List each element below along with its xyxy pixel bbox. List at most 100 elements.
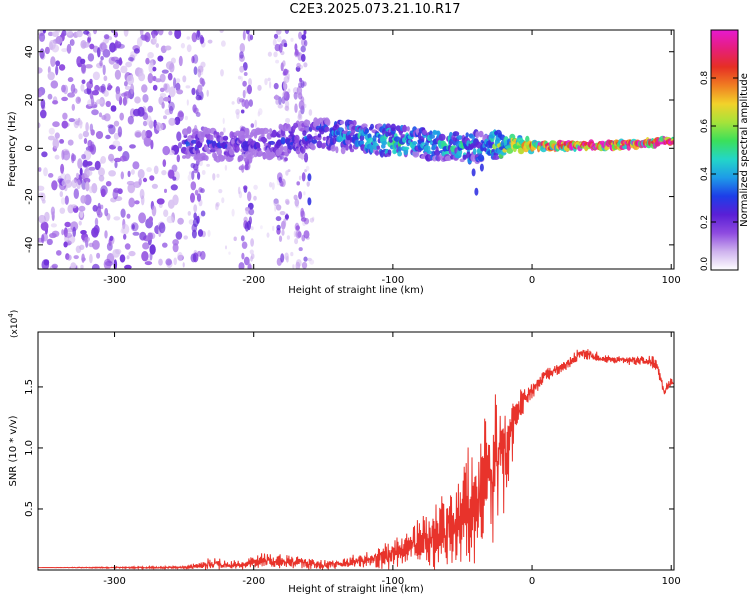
noise-blob: [177, 217, 184, 225]
noise-blob: [176, 154, 180, 163]
snr-x-ticks: -300 -200 -100 0 100: [103, 332, 681, 587]
noise-blob: [222, 117, 225, 124]
y-tick-label: 0.5: [24, 501, 35, 517]
noise-blob: [309, 217, 315, 223]
noise-blob: [138, 72, 146, 82]
noise-blob: [108, 153, 115, 162]
noise-blob: [52, 121, 60, 128]
colorbar-tick-label: 0.0: [700, 257, 710, 272]
noise-blob: [78, 220, 82, 226]
noise-blob: [114, 69, 121, 80]
noise-blob: [188, 219, 194, 225]
noise-blob: [153, 165, 159, 175]
noise-blob: [46, 238, 53, 246]
signal-blob: [462, 154, 467, 160]
noise-blob: [253, 195, 257, 201]
snr-background: [38, 332, 674, 570]
noise-blob: [77, 158, 83, 169]
noise-stripe-blob: [301, 172, 306, 182]
noise-blob: [63, 84, 68, 95]
noise-blob: [98, 175, 105, 182]
noise-blob: [50, 56, 56, 67]
noise-stripe-blob: [294, 49, 299, 56]
signal-blob: [209, 134, 214, 142]
noise-blob: [186, 36, 191, 40]
noise-blob: [113, 120, 120, 127]
noise-blob: [157, 55, 164, 62]
noise-blob: [163, 96, 171, 102]
noise-blob: [120, 171, 125, 180]
colorbar-tick-label: 0.8: [700, 71, 710, 86]
noise-blob: [82, 161, 90, 168]
noise-blob: [267, 51, 272, 57]
noise-blob: [290, 251, 294, 257]
noise-blob: [132, 231, 140, 236]
noise-blob: [38, 185, 45, 191]
noise-blob: [38, 122, 41, 129]
noise-blob: [78, 133, 83, 140]
noise-stripe-blob: [273, 199, 280, 207]
spectrogram-y-ticks: -40 -20 0 20 40: [24, 45, 674, 253]
noise-blob: [47, 135, 55, 141]
noise-blob: [103, 34, 110, 40]
signal-blob: [236, 146, 240, 152]
signal-blob: [402, 146, 410, 151]
noise-blob: [67, 139, 74, 146]
noise-blob: [55, 36, 63, 45]
noise-blob: [215, 202, 220, 207]
noise-blob: [148, 232, 153, 241]
noise-blob: [272, 38, 277, 47]
noise-blob: [51, 44, 60, 53]
x-tick-label: -200: [242, 275, 265, 286]
signal-blob: [401, 125, 408, 133]
noise-blob: [175, 82, 181, 92]
noise-blob: [93, 30, 97, 35]
noise-blob: [175, 78, 181, 83]
noise-blob: [176, 89, 184, 95]
signal-blob: [506, 147, 514, 154]
noise-stripe-blob: [298, 31, 303, 40]
signal-blob: [222, 135, 229, 141]
noise-stripe-blob: [303, 30, 307, 35]
noise-blob: [39, 48, 45, 59]
noise-stripe-blob: [293, 91, 298, 100]
signal-blob: [246, 128, 250, 136]
signal-blob: [261, 132, 265, 137]
signal-blob: [228, 148, 235, 156]
noise-blob: [240, 75, 243, 82]
noise-stripe-blob: [242, 30, 246, 41]
signal-blob: [303, 119, 311, 127]
signal-blob: [302, 130, 307, 137]
noise-blob: [257, 111, 261, 117]
noise-blob: [149, 175, 155, 181]
noise-blob: [144, 261, 153, 266]
noise-blob: [109, 235, 114, 241]
signal-blob: [479, 163, 484, 172]
noise-blob: [87, 37, 91, 44]
noise-stripe-blob: [201, 81, 206, 86]
signal-blob: [465, 132, 469, 138]
noise-blob: [118, 57, 123, 66]
noise-blob: [80, 83, 85, 92]
noise-stripe-blob: [195, 30, 201, 41]
noise-stripe-blob: [190, 192, 195, 203]
signal-blob: [280, 144, 284, 152]
noise-stripe-blob: [303, 230, 310, 239]
noise-stripe-blob: [298, 91, 302, 99]
signal-blob: [412, 149, 420, 158]
signal-blob: [326, 118, 331, 126]
noise-blob: [123, 30, 129, 37]
noise-blob: [94, 217, 99, 227]
noise-blob: [113, 216, 121, 221]
noise-blob: [166, 215, 174, 224]
noise-stripe-blob: [273, 33, 279, 39]
noise-blob: [161, 170, 167, 176]
noise-blob: [81, 62, 86, 74]
noise-stripe-blob: [200, 210, 206, 217]
noise-blob: [107, 83, 112, 91]
noise-blob: [75, 96, 81, 104]
noise-blob: [133, 48, 140, 54]
signal-blob: [387, 149, 392, 155]
noise-blob: [142, 94, 149, 103]
signal-blob: [397, 151, 402, 157]
